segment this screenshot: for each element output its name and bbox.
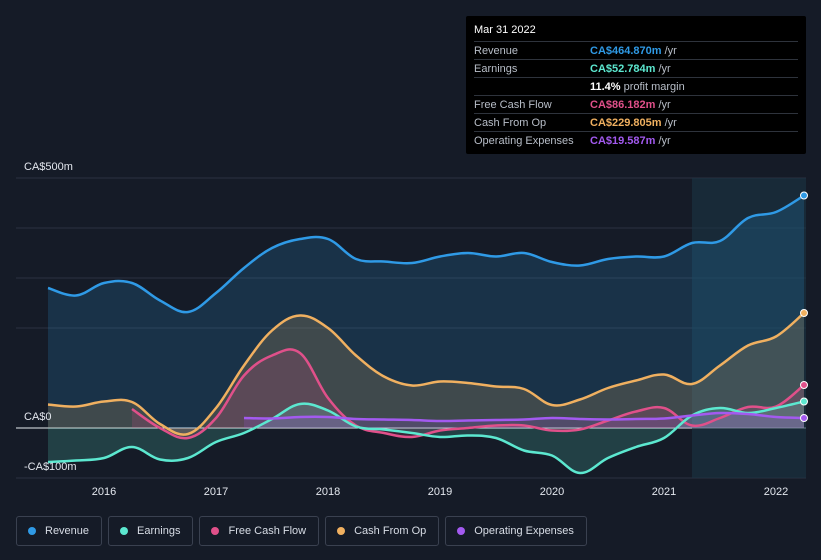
tooltip-row: Free Cash Flow CA$86.182m/yr <box>474 95 798 113</box>
tooltip-row-label: Operating Expenses <box>474 134 574 147</box>
legend-item-operating-expenses[interactable]: Operating Expenses <box>445 516 587 546</box>
y-label-top: CA$500m <box>24 161 73 173</box>
y-label-bottom: -CA$100m <box>24 461 77 473</box>
tooltip-row-value: CA$464.870m <box>590 44 662 57</box>
tooltip-rows: Revenue CA$464.870m/yr Earnings CA$52.784m /… <box>474 41 798 149</box>
series-areas <box>48 195 804 474</box>
tooltip-row-value: CA$86.182m <box>590 98 656 111</box>
legend-dot-icon <box>28 527 36 535</box>
x-tick-label: 2020 <box>540 486 564 498</box>
x-tick-label: 2018 <box>316 486 340 498</box>
tooltip-date: Mar 31 2022 <box>474 24 536 36</box>
data-tooltip: Mar 31 2022 Revenue CA$464.870m/yr Earning… <box>466 16 806 154</box>
operating-expenses-end-dot <box>800 414 808 422</box>
x-tick-label: 2019 <box>428 486 452 498</box>
legend-dot-icon <box>337 527 346 535</box>
cash-from-op-area <box>48 313 804 435</box>
series-lines <box>47 194 805 475</box>
y-label-zero: CA$0 <box>24 411 52 423</box>
tooltip-row-value: 11.4% <box>590 80 621 93</box>
cash-from-op-line <box>47 312 805 436</box>
legend-label: Revenue <box>45 525 90 537</box>
legend-label: Earnings <box>137 525 181 537</box>
chart-legend: Revenue Earnings Free Cash Flow Cash From O… <box>16 516 587 546</box>
legend-dot-icon <box>120 527 129 535</box>
operating-expenses-line <box>243 411 805 423</box>
tooltip-row: Revenue CA$464.870m/yr <box>474 41 798 59</box>
x-tick-label: 2016 <box>92 486 116 498</box>
x-tick-label: 2021 <box>652 486 676 498</box>
tooltip-row: Operating Expenses CA$19.587m/yr <box>474 131 798 149</box>
revenue-end-dot <box>800 191 808 200</box>
free-cash-flow-line <box>131 348 805 440</box>
revenue-line <box>47 194 805 314</box>
x-tick-label: 2017 <box>204 486 228 498</box>
tooltip-row-label: Free Cash Flow <box>474 98 552 111</box>
chart-grid <box>16 177 806 479</box>
legend-item-free-cash-flow[interactable]: Free Cash Flow <box>199 516 320 546</box>
cash-from-op-end-dot <box>800 309 808 317</box>
x-tick-label: 2022 <box>764 486 788 498</box>
tooltip-row-suffix: /yr <box>658 134 671 147</box>
earnings-area <box>48 401 804 474</box>
legend-item-cash-from-op[interactable]: Cash From Op <box>325 516 440 546</box>
tooltip-row-suffix: profit margin <box>623 80 685 93</box>
legend-item-earnings[interactable]: Earnings <box>108 516 194 546</box>
legend-label: Cash From Op <box>354 525 427 537</box>
series-end-markers <box>800 191 808 422</box>
tooltip-row-value: CA$229.805m <box>590 116 662 129</box>
legend-dot-icon <box>457 527 466 535</box>
free-cash-flow-end-dot <box>800 381 808 389</box>
tooltip-row: Earnings CA$52.784m/yr <box>474 59 798 77</box>
tooltip-row-suffix: /yr <box>664 116 677 129</box>
tooltip-row: Cash From Op CA$229.805m/yr <box>474 113 798 131</box>
legend-label: Operating Expenses <box>474 525 574 537</box>
legend-dot-icon <box>211 527 220 535</box>
tooltip-row-value: CA$52.784m <box>590 62 656 75</box>
tooltip-row-suffix: /yr <box>664 44 677 57</box>
x-axis: 2016 2017 2018 2019 2020 2021 2022 <box>92 486 788 498</box>
tooltip-row-suffix: /yr <box>658 98 671 111</box>
tooltip-row-suffix: /yr <box>658 62 671 75</box>
revenue-area <box>48 195 804 428</box>
tooltip-row-value: CA$19.587m <box>590 134 656 147</box>
tooltip-row-label: Cash From Op <box>474 116 547 129</box>
tooltip-row-label: Revenue <box>474 44 519 57</box>
tooltip-row: 11.4% profit margin <box>474 77 798 95</box>
earnings-line <box>47 400 805 475</box>
legend-label: Free Cash Flow <box>228 525 307 537</box>
axis-labels: CA$500m CA$0 -CA$100m <box>24 161 77 473</box>
earnings-end-dot <box>800 397 808 406</box>
legend-item-revenue[interactable]: Revenue <box>16 516 103 546</box>
tooltip-row-label: Earnings <box>474 62 518 75</box>
